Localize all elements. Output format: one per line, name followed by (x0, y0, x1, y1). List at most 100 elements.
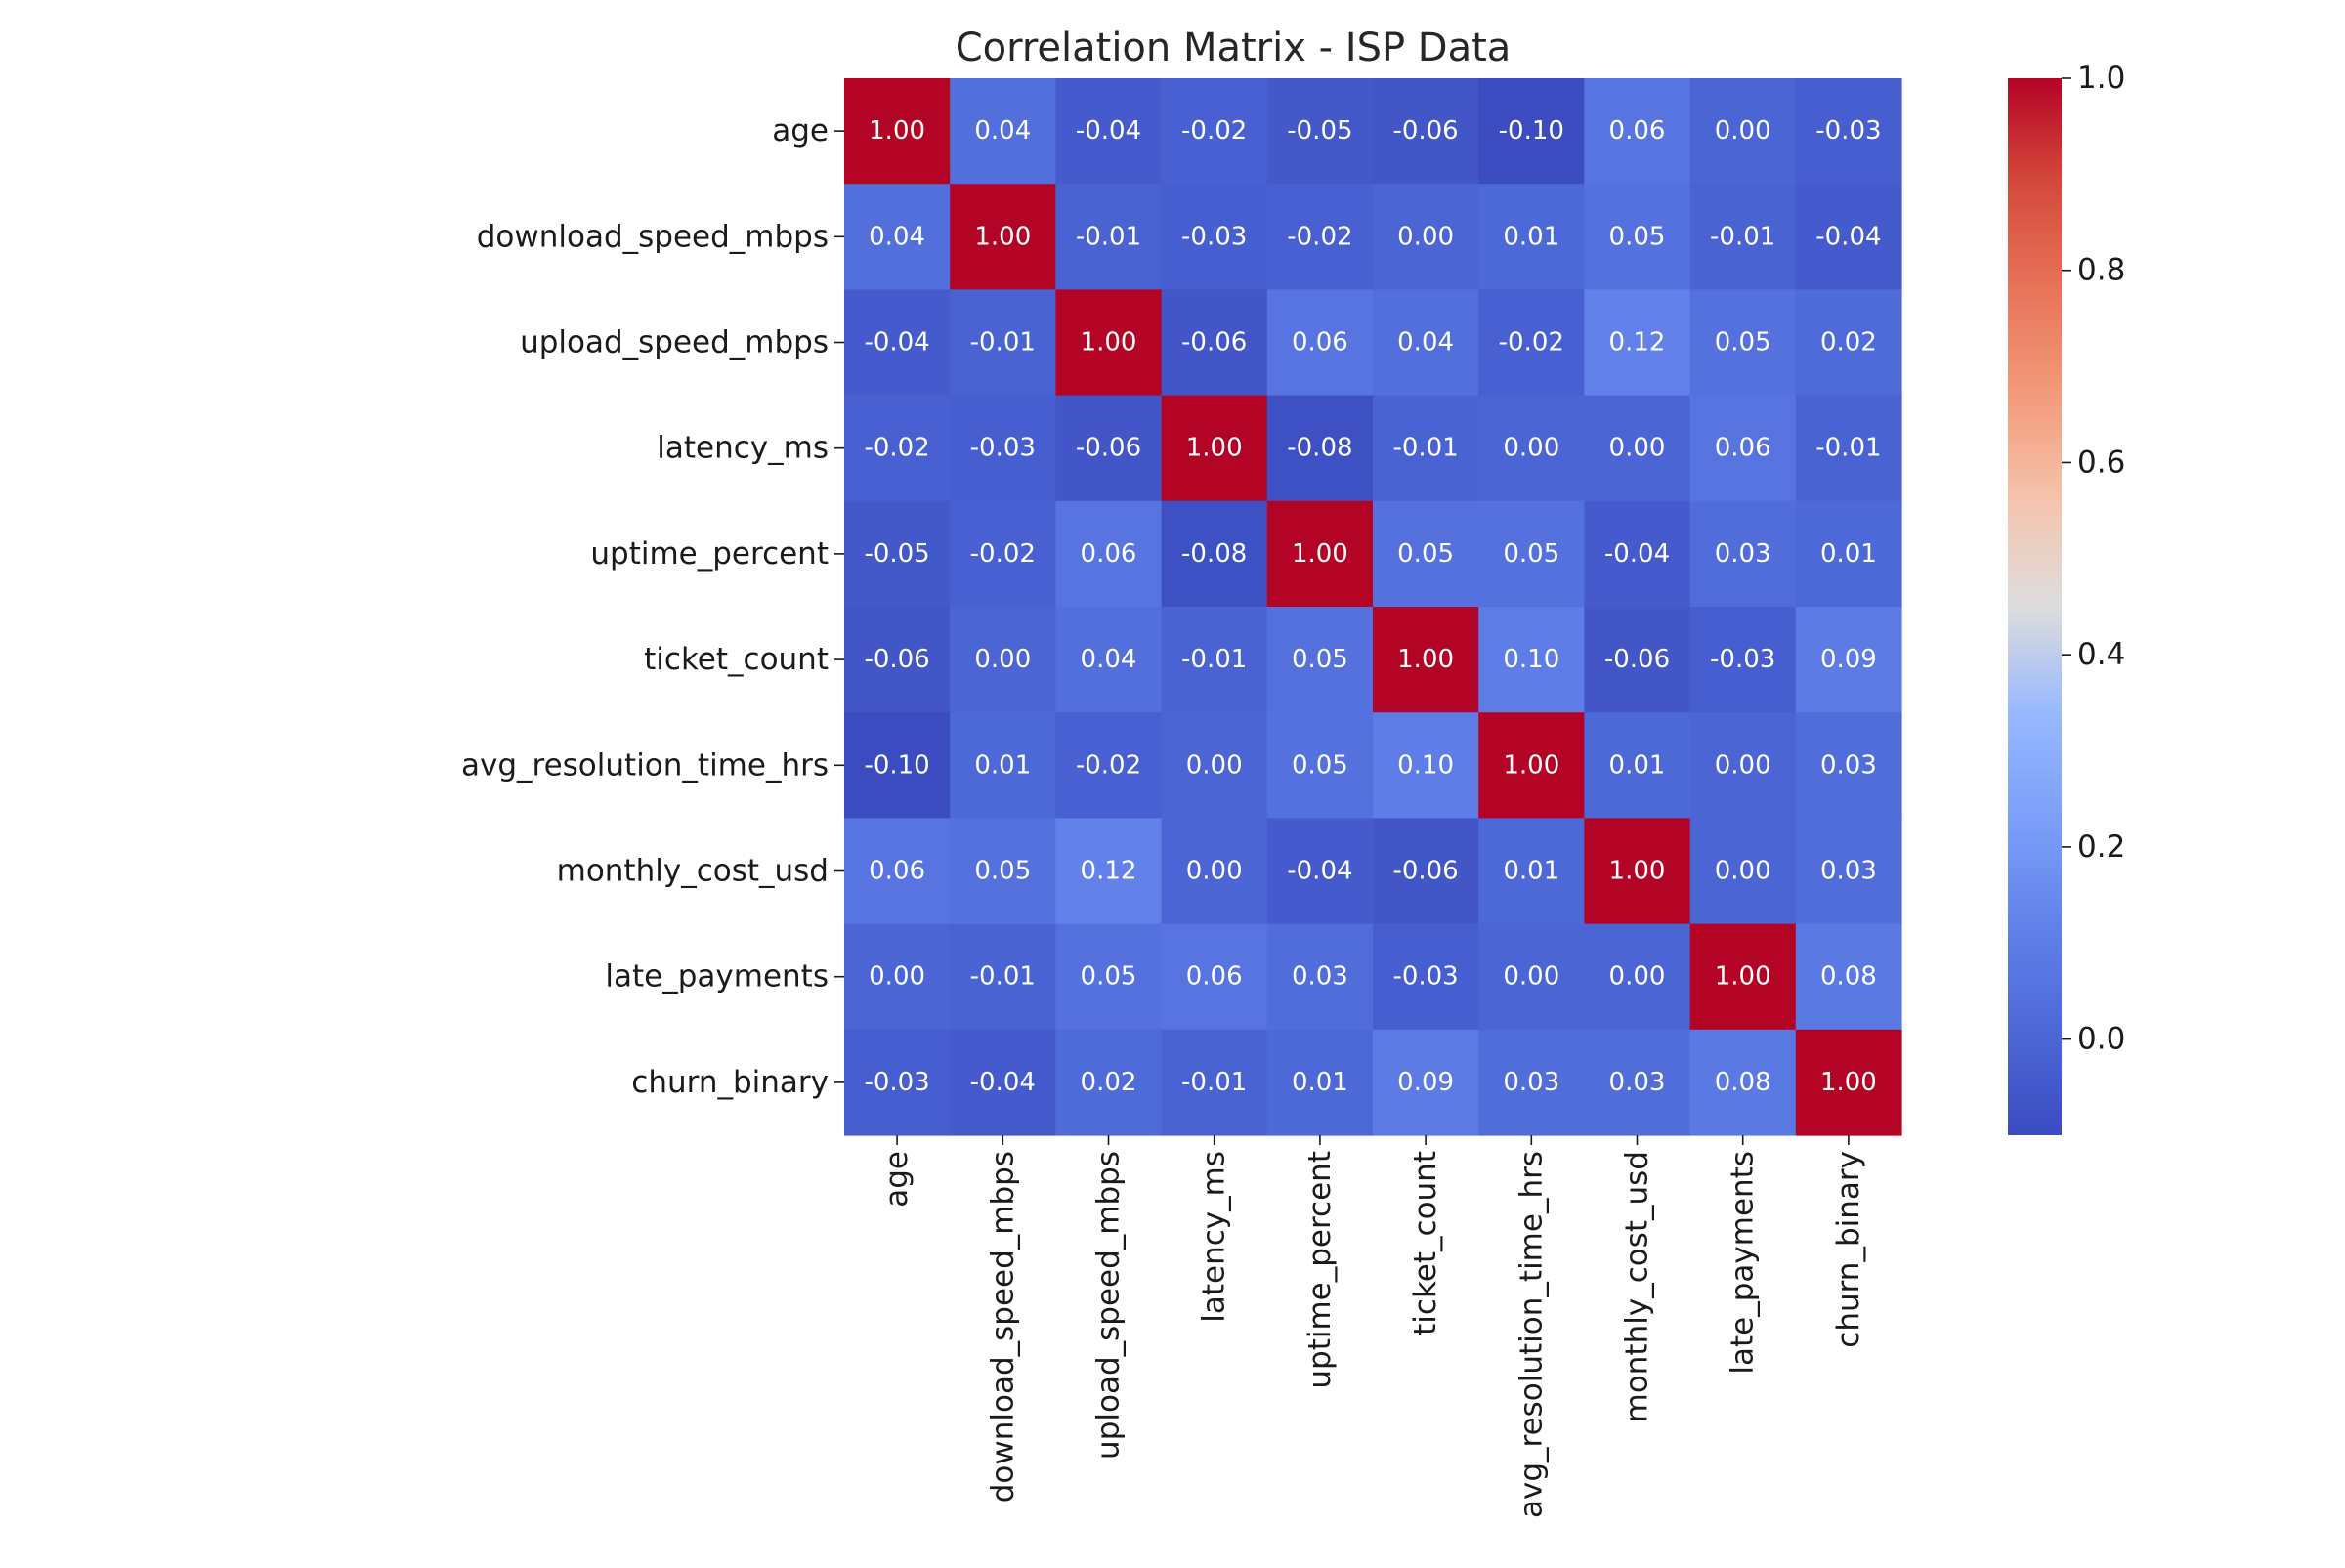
x-tick-label-latency-ms: latency_ms (1197, 1151, 1232, 1323)
heatmap-cell-avg-resolution-time-hrs-monthly-cost-usd (1584, 712, 1691, 819)
heatmap-cell-latency-ms-avg-resolution-time-hrs (1478, 395, 1585, 502)
heatmap-cell-churn-binary-monthly-cost-usd (1584, 1029, 1691, 1136)
x-tick-label-ticket-count: ticket_count (1408, 1151, 1443, 1335)
cell-value-label: -0.06 (864, 645, 929, 674)
heatmap-cell-upload-speed-mbps-ticket-count (1373, 289, 1479, 397)
cell-value-label: 0.00 (1609, 962, 1666, 992)
heatmap-cells: 1.00 0.04 -0.04 -0.02 -0.05 -0.06 -0.10 0.06 0.0… (844, 78, 1902, 1136)
cell-value-label: -0.01 (1392, 434, 1458, 463)
heatmap-cell-avg-resolution-time-hrs-ticket-count (1373, 712, 1479, 819)
cell-value-label: 0.00 (869, 962, 925, 992)
cell-value-label: -0.01 (1076, 222, 1141, 251)
heatmap-cell-avg-resolution-time-hrs-uptime-percent (1266, 712, 1374, 819)
cell-value-label: -0.03 (970, 434, 1036, 463)
heatmap-cell-churn-binary-avg-resolution-time-hrs (1478, 1029, 1585, 1136)
cell-value-label: -0.10 (864, 750, 929, 780)
heatmap-cell-download-speed-mbps-latency-ms (1161, 184, 1268, 290)
cell-value-label: 0.01 (974, 750, 1031, 780)
y-tick-label-age: age (772, 113, 829, 148)
y-tick-label-churn-binary: churn_binary (631, 1065, 829, 1100)
heatmap-cell-ticket-count-ticket-count (1373, 607, 1479, 713)
heatmap-cell-ticket-count-monthly-cost-usd (1584, 607, 1691, 713)
heatmap-cell-download-speed-mbps-download-speed-mbps (950, 184, 1056, 290)
cell-value-label: 0.12 (1609, 328, 1666, 358)
cell-value-label: -0.08 (1181, 539, 1247, 569)
x-tick-label-download-speed-mbps: download_speed_mbps (985, 1151, 1020, 1503)
cell-value-label: 0.00 (1503, 962, 1559, 992)
x-tick-label-late-payments: late_payments (1726, 1151, 1761, 1375)
cell-value-label: 0.02 (1820, 328, 1877, 358)
cell-value-label: -0.04 (1815, 222, 1881, 251)
cell-value-label: -0.05 (864, 539, 929, 569)
heatmap-cell-download-speed-mbps-uptime-percent (1266, 184, 1374, 290)
cell-value-label: 0.00 (1715, 750, 1771, 780)
cell-value-label: 0.05 (974, 857, 1031, 886)
cell-value-label: 1.00 (1715, 962, 1771, 992)
heatmap-cell-ticket-count-late-payments (1689, 607, 1797, 713)
cell-value-label: -0.01 (970, 328, 1036, 358)
colorbar-gradient-bar (2008, 78, 2062, 1135)
cell-value-label: -0.06 (1392, 116, 1458, 146)
heatmap-cell-latency-ms-upload-speed-mbps (1055, 395, 1163, 502)
heatmap-cell-late-payments-late-payments (1689, 923, 1797, 1031)
heatmap-cell-avg-resolution-time-hrs-avg-resolution-time-hrs (1478, 712, 1585, 819)
x-tick-label-upload-speed-mbps: upload_speed_mbps (1091, 1151, 1127, 1460)
cell-value-label: 0.08 (1820, 962, 1877, 992)
cell-value-label: 0.00 (974, 645, 1031, 674)
cell-value-label: 0.04 (974, 116, 1031, 146)
heatmap-cell-upload-speed-mbps-monthly-cost-usd (1584, 289, 1691, 397)
cell-value-label: 0.03 (1820, 750, 1877, 780)
heatmap-cell-avg-resolution-time-hrs-age (844, 712, 951, 819)
x-tick-label-churn-binary: churn_binary (1831, 1151, 1866, 1348)
cell-value-label: 0.04 (1397, 328, 1454, 358)
heatmap-cell-churn-binary-churn-binary (1795, 1029, 1902, 1136)
heatmap-cell-avg-resolution-time-hrs-latency-ms (1161, 712, 1268, 819)
heatmap-cell-churn-binary-age (844, 1029, 951, 1136)
heatmap-cell-age-monthly-cost-usd (1584, 78, 1691, 185)
y-tick-label-download-speed-mbps: download_speed_mbps (477, 219, 829, 254)
cell-value-label: 1.00 (974, 222, 1031, 251)
cell-value-label: -0.03 (1181, 222, 1247, 251)
cell-value-label: 0.01 (1609, 750, 1666, 780)
heatmap-cell-latency-ms-age (844, 395, 951, 502)
cell-value-label: -0.10 (1499, 116, 1564, 146)
cell-value-label: 1.00 (1292, 539, 1348, 569)
heatmap-cell-monthly-cost-usd-late-payments (1689, 818, 1797, 925)
cell-value-label: -0.03 (1392, 962, 1458, 992)
heatmap-cell-monthly-cost-usd-churn-binary (1795, 818, 1902, 925)
cell-value-label: 0.09 (1820, 645, 1877, 674)
heatmap-cell-download-speed-mbps-age (844, 184, 951, 290)
cell-value-label: -0.02 (1287, 222, 1352, 251)
heatmap-cell-uptime-percent-upload-speed-mbps (1055, 500, 1163, 608)
heatmap-cell-churn-binary-latency-ms (1161, 1029, 1268, 1136)
cell-value-label: 0.06 (869, 857, 925, 886)
heatmap-cell-avg-resolution-time-hrs-upload-speed-mbps (1055, 712, 1163, 819)
heatmap-cell-avg-resolution-time-hrs-late-payments (1689, 712, 1797, 819)
cell-value-label: 0.00 (1715, 116, 1771, 146)
heatmap-cell-monthly-cost-usd-upload-speed-mbps (1055, 818, 1163, 925)
heatmap-cell-uptime-percent-late-payments (1689, 500, 1797, 608)
cell-value-label: -0.03 (864, 1068, 929, 1097)
heatmap-cell-latency-ms-late-payments (1689, 395, 1797, 502)
colorbar-tick-label: 0.0 (2077, 1022, 2125, 1057)
cell-value-label: -0.04 (1604, 539, 1670, 569)
chart-title: Correlation Matrix - ISP Data (956, 25, 1512, 70)
cell-value-label: 0.05 (1292, 645, 1348, 674)
cell-value-label: 1.00 (1503, 750, 1559, 780)
heatmap-cell-upload-speed-mbps-uptime-percent (1266, 289, 1374, 397)
heatmap-cell-upload-speed-mbps-download-speed-mbps (950, 289, 1056, 397)
heatmap-cell-monthly-cost-usd-uptime-percent (1266, 818, 1374, 925)
cell-value-label: 0.05 (1609, 222, 1666, 251)
heatmap-cell-age-download-speed-mbps (950, 78, 1056, 185)
heatmap-cell-monthly-cost-usd-ticket-count (1373, 818, 1479, 925)
heatmap-cell-age-uptime-percent (1266, 78, 1374, 185)
heatmap-cell-age-churn-binary (1795, 78, 1902, 185)
x-tick-label-avg-resolution-time-hrs: avg_resolution_time_hrs (1514, 1151, 1549, 1518)
cell-value-label: 0.03 (1820, 857, 1877, 886)
heatmap-cell-download-speed-mbps-ticket-count (1373, 184, 1479, 290)
heatmap-cell-monthly-cost-usd-monthly-cost-usd (1584, 818, 1691, 925)
heatmap-cell-ticket-count-age (844, 607, 951, 713)
heatmap-cell-latency-ms-monthly-cost-usd (1584, 395, 1691, 502)
